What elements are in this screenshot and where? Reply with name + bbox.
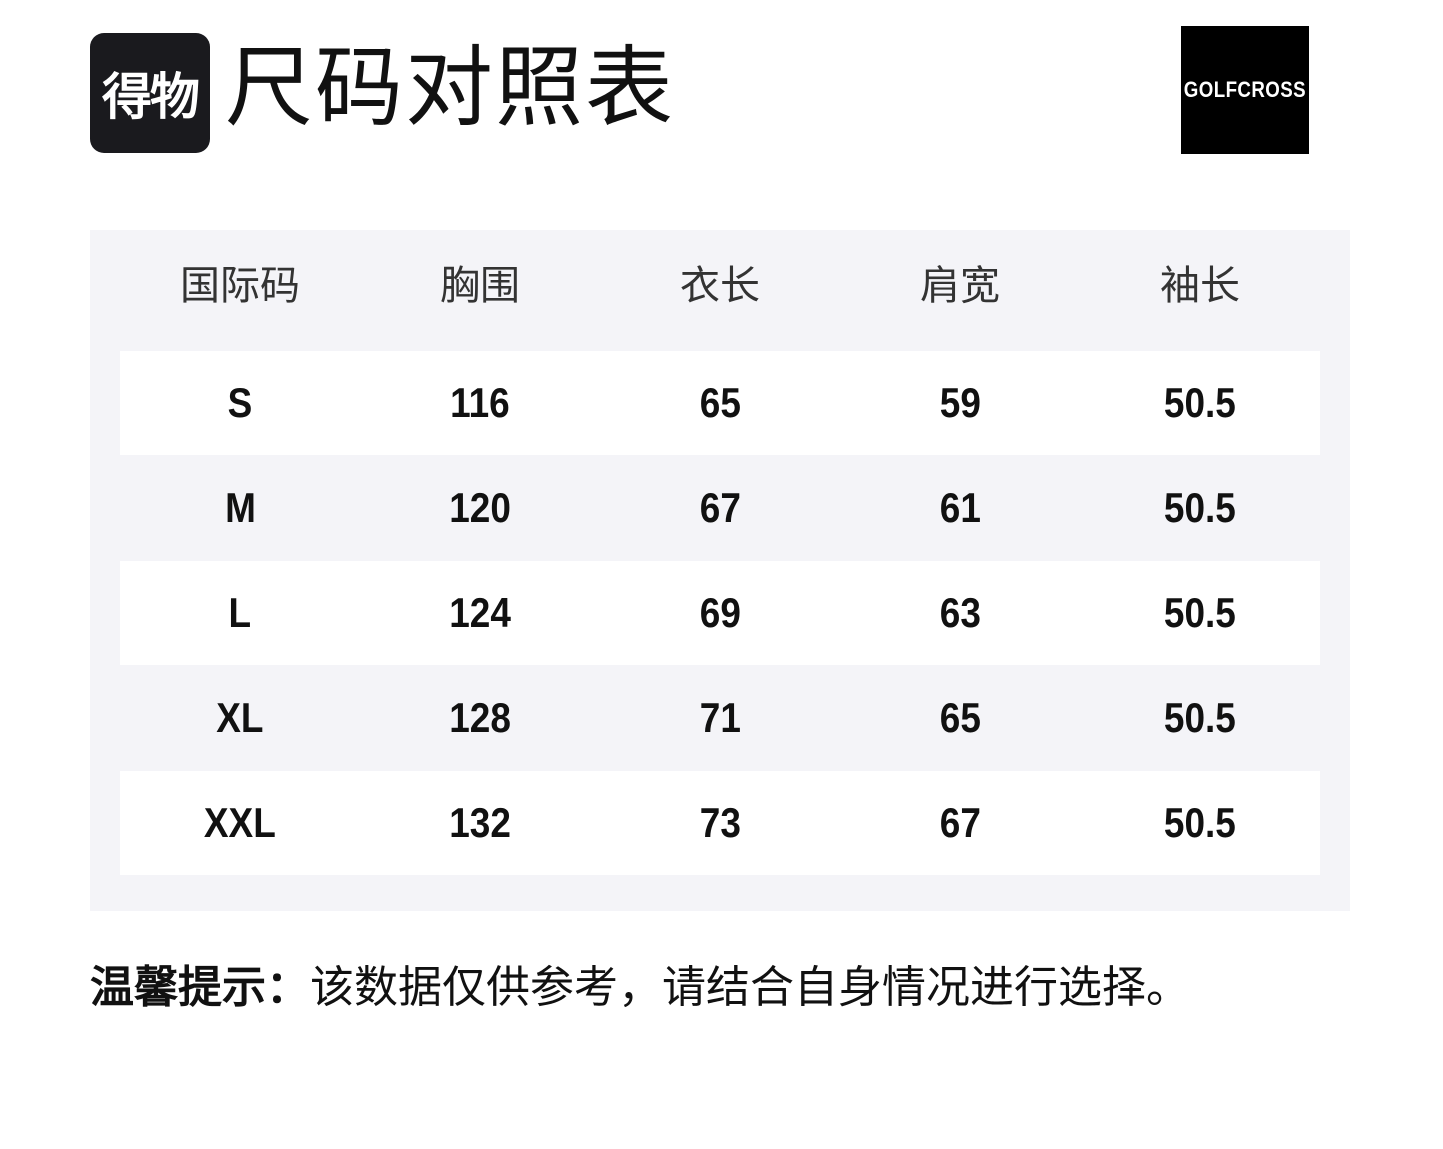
cell-value: 50.5 [1164, 484, 1236, 531]
cell-value: L [228, 589, 252, 636]
cell-value: 132 [449, 799, 511, 846]
column-header: 胸围 [440, 264, 520, 308]
column-header: 国际码 [180, 264, 300, 308]
cell-value: 50.5 [1164, 379, 1236, 426]
tip-note: 温馨提示：该数据仅供参考，请结合自身情况进行选择。 [90, 958, 1190, 1018]
cell-value: 128 [449, 694, 511, 741]
table-cell: XXL [120, 771, 360, 875]
table-cell: 69 [600, 561, 840, 665]
column-header: 肩宽 [920, 264, 1000, 308]
table-row: XL 128 71 65 50.5 [120, 666, 1320, 770]
tip-text: 该数据仅供参考，请结合自身情况进行选择。 [310, 963, 1190, 1012]
table-cell: 73 [600, 771, 840, 875]
table-cell: 67 [840, 771, 1080, 875]
cell-value: 50.5 [1164, 589, 1236, 636]
cell-value: M [224, 484, 256, 531]
tip-label: 温馨提示： [90, 963, 310, 1012]
cell-value: 73 [699, 799, 741, 846]
cell-value: 61 [939, 484, 981, 531]
table-cell: 71 [600, 666, 840, 770]
column-header: 衣长 [680, 264, 760, 308]
table-cell: 50.5 [1080, 771, 1320, 875]
table-cell: L [120, 561, 360, 665]
table-cell: 132 [360, 771, 600, 875]
table-cell: 61 [840, 456, 1080, 560]
logo-text: 得物 [102, 69, 200, 125]
cell-value: 65 [699, 379, 741, 426]
cell-value: 59 [939, 379, 981, 426]
cell-value: 69 [699, 589, 741, 636]
table-row: XXL 132 73 67 50.5 [120, 771, 1320, 875]
table-cell: 65 [600, 351, 840, 455]
cell-value: S [227, 379, 253, 426]
table-cell: M [120, 456, 360, 560]
table-cell: 63 [840, 561, 1080, 665]
table-cell: 120 [360, 456, 600, 560]
table-cell: 67 [600, 456, 840, 560]
cell-value: 124 [449, 589, 511, 636]
cell-value: 116 [450, 379, 510, 426]
column-header: 袖长 [1160, 264, 1240, 308]
table-row: M 120 67 61 50.5 [120, 456, 1320, 560]
brand-logo: GOLFCROSS [1181, 26, 1309, 154]
cell-value: 63 [939, 589, 981, 636]
brand-logo-text: GOLFCROSS [1183, 77, 1307, 102]
table-row: S 116 65 59 50.5 [120, 351, 1320, 455]
cell-value: 50.5 [1164, 799, 1236, 846]
cell-value: 65 [939, 694, 981, 741]
cell-value: XXL [204, 799, 276, 846]
cell-value: 120 [449, 484, 511, 531]
table-cell: 59 [840, 351, 1080, 455]
page-title: 尺码对照表 [225, 38, 676, 137]
cell-value: 50.5 [1164, 694, 1236, 741]
table-cell: 124 [360, 561, 600, 665]
table-cell: S [120, 351, 360, 455]
table-cell: XL [120, 666, 360, 770]
dewu-logo: 得物 [90, 33, 210, 153]
cell-value: 71 [699, 694, 741, 741]
table-cell: 50.5 [1080, 351, 1320, 455]
table-cell: 65 [840, 666, 1080, 770]
table-header: 国际码 胸围 衣长 肩宽 袖长 [120, 230, 1320, 350]
size-table: 国际码 胸围 衣长 肩宽 袖长 S 116 65 59 50.5 M 120 67 61 50.5… [90, 230, 1350, 911]
table-cell: 128 [360, 666, 600, 770]
table-cell: 116 [360, 351, 600, 455]
table-cell: 50.5 [1080, 666, 1320, 770]
cell-value: 67 [939, 799, 981, 846]
cell-value: XL [216, 694, 264, 741]
table-cell: 50.5 [1080, 561, 1320, 665]
table-cell: 50.5 [1080, 456, 1320, 560]
table-row: L 124 69 63 50.5 [120, 561, 1320, 665]
cell-value: 67 [699, 484, 741, 531]
